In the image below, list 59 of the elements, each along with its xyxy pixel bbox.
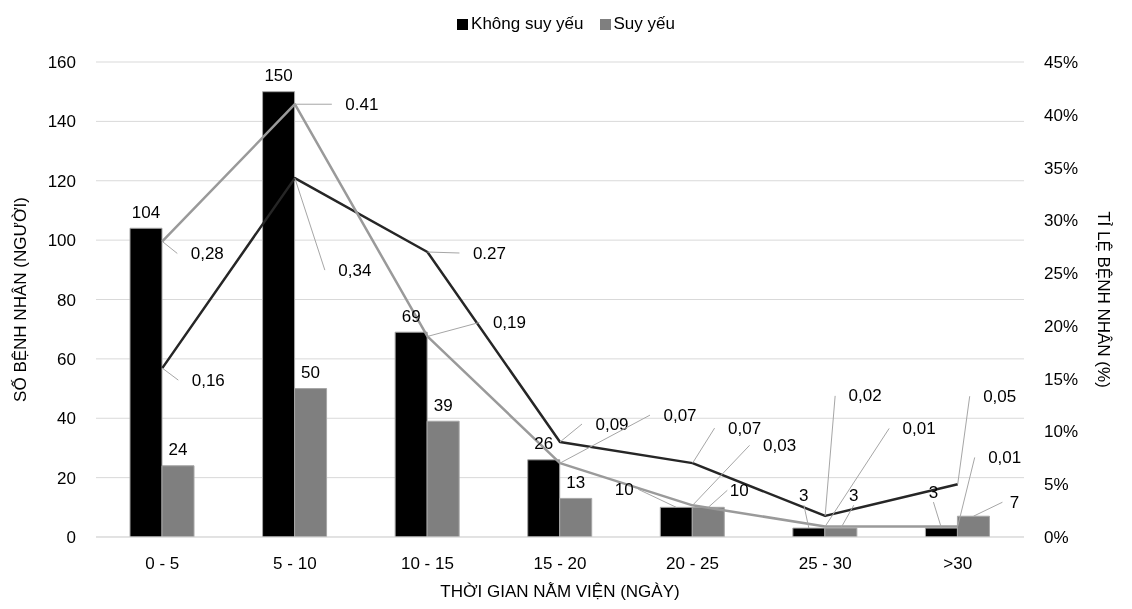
data-label: 0,19 — [492, 312, 526, 332]
y2-tick-label: 35% — [1044, 158, 1079, 178]
y-tick-label: 60 — [57, 349, 76, 369]
x-tick-label: 10 - 15 — [400, 554, 454, 574]
data-label: 0,02 — [848, 386, 882, 406]
data-label: 39 — [433, 395, 453, 415]
data-label: 0,16 — [191, 370, 225, 390]
line-series — [161, 176, 959, 518]
data-label: 10 — [614, 479, 634, 499]
y2-tick-label: 15% — [1044, 369, 1079, 389]
y2-axis-title: TỈ LỆ BỆNH NHÂN (%) — [1093, 211, 1113, 388]
data-label: 0,09 — [595, 414, 629, 434]
y-tick-label: 140 — [47, 112, 76, 132]
data-label: 0,34 — [338, 260, 372, 280]
x-tick-label: 0 - 5 — [145, 554, 180, 574]
legend-label: Suy yếu — [613, 14, 675, 34]
y-tick-label: 80 — [57, 290, 76, 310]
data-label: 50 — [301, 363, 321, 383]
data-label: 3 — [799, 485, 809, 505]
y2-tick-label: 45% — [1044, 53, 1079, 73]
data-label: 13 — [566, 472, 586, 492]
data-label: 0.41 — [345, 94, 379, 114]
y-tick-label: 40 — [57, 409, 76, 429]
data-label: 10 — [729, 480, 749, 500]
y2-tick-label: 40% — [1044, 105, 1079, 125]
legend-label: Không suy yếu — [471, 14, 584, 34]
data-label: 0,03 — [763, 435, 797, 455]
x-tick-label: 15 - 20 — [533, 554, 587, 574]
data-label: 0,07 — [728, 418, 762, 438]
x-tick-label: >30 — [943, 554, 973, 574]
y-tick-label: 160 — [47, 53, 76, 73]
data-label: 0,01 — [902, 418, 936, 438]
data-label: 0.27 — [472, 243, 506, 263]
data-label: 26 — [534, 434, 554, 454]
data-label: 0,07 — [663, 405, 697, 425]
x-tick-label: 5 - 10 — [273, 554, 317, 574]
y-tick-label: 0 — [66, 528, 76, 548]
x-tick-label: 25 - 30 — [798, 554, 852, 574]
y2-tick-label: 30% — [1044, 211, 1079, 231]
y-tick-label: 120 — [47, 171, 76, 191]
y2-tick-label: 5% — [1044, 475, 1069, 495]
y2-tick-label: 0% — [1044, 528, 1069, 548]
data-label: 0,01 — [988, 447, 1022, 467]
y-axis-title: SỐ BỆNH NHÂN (NGƯỜI) — [10, 197, 31, 402]
data-label: 0,05 — [983, 386, 1017, 406]
y-tick-label: 100 — [47, 231, 76, 251]
data-label: 0,28 — [190, 243, 224, 263]
y2-tick-label: 10% — [1044, 422, 1079, 442]
y2-tick-label: 25% — [1044, 264, 1079, 284]
data-label: 7 — [1009, 492, 1020, 512]
y2-tick-label: 20% — [1044, 316, 1079, 336]
data-label: 104 — [131, 202, 161, 222]
y-tick-label: 20 — [57, 468, 76, 488]
data-label: 3 — [849, 485, 859, 505]
x-axis-title: THỜI GIAN NẰM VIỆN (NGÀY) — [440, 582, 680, 601]
data-label: 69 — [401, 306, 421, 326]
data-label: 150 — [264, 66, 293, 86]
data-label: 24 — [168, 440, 188, 460]
x-tick-label: 20 - 25 — [666, 554, 720, 574]
